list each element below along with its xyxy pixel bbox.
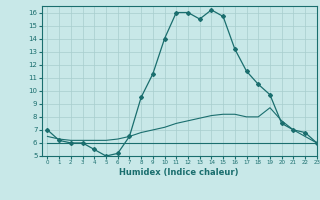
X-axis label: Humidex (Indice chaleur): Humidex (Indice chaleur)	[119, 168, 239, 177]
